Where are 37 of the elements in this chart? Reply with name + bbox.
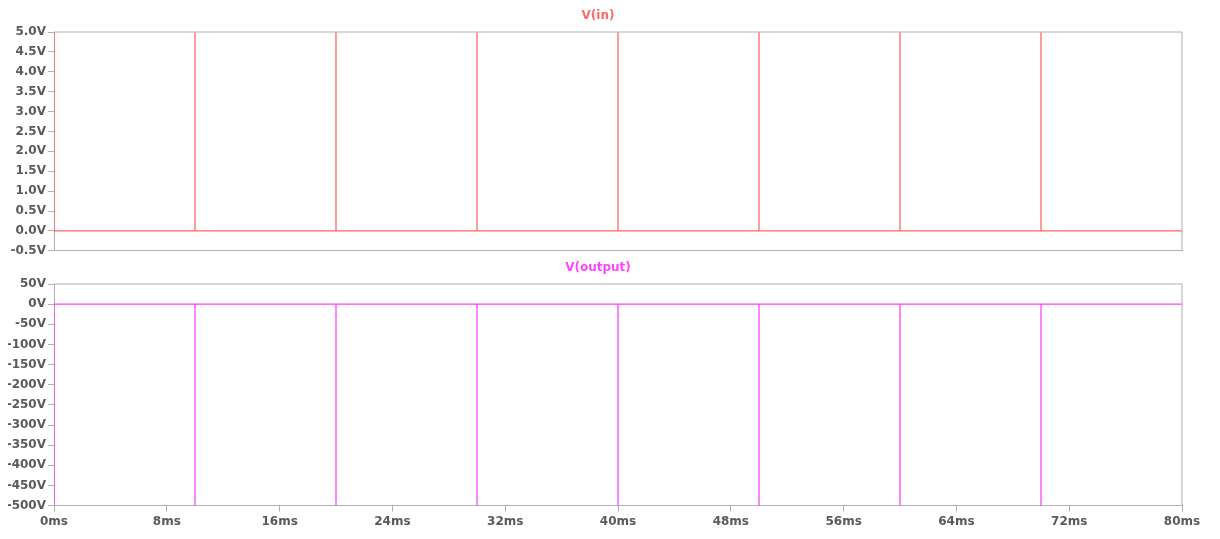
y-tick-label: 1.5V: [15, 163, 47, 178]
x-tick-label: 72ms: [1051, 513, 1088, 528]
x-tick-label: 16ms: [261, 513, 298, 528]
x-tick-label: 0ms: [40, 513, 68, 528]
y-tick-label: 0.5V: [15, 203, 47, 218]
x-tick-label: 8ms: [152, 513, 181, 528]
y-tick-label: 2.5V: [15, 123, 47, 138]
y-tick-label: -400V: [6, 457, 47, 472]
y-tick-label: -300V: [6, 417, 47, 432]
y-tick-label: 1.0V: [15, 183, 47, 198]
y-tick-label: -150V: [6, 356, 47, 371]
y-tick-label: 3.0V: [15, 103, 47, 118]
y-tick-label: -200V: [6, 376, 47, 391]
y-tick-label: -0.5V: [10, 242, 47, 257]
y-tick-label: 5.0V: [15, 24, 47, 39]
x-tick-label: 48ms: [712, 513, 749, 528]
series-label: V(in): [581, 8, 615, 23]
y-tick-label: 0V: [28, 296, 47, 311]
y-tick-label: 3.5V: [15, 83, 47, 98]
x-tick-label: 64ms: [938, 513, 975, 528]
y-tick-label: 2.0V: [15, 143, 47, 158]
x-tick-label: 24ms: [374, 513, 411, 528]
y-tick-label: 0.0V: [15, 223, 47, 238]
y-tick-label: -100V: [6, 336, 47, 351]
y-tick-label: 50V: [20, 276, 47, 291]
y-tick-label: -450V: [6, 477, 47, 492]
y-tick-label: -500V: [6, 497, 47, 512]
y-tick-label: -50V: [15, 316, 47, 331]
y-tick-label: 4.5V: [15, 44, 47, 59]
x-tick-label: 56ms: [825, 513, 862, 528]
text: V(output): [565, 260, 631, 275]
y-tick-label: -250V: [6, 397, 47, 411]
y-tick-label: 4.0V: [15, 63, 47, 78]
x-tick-label: 32ms: [487, 513, 524, 528]
y-tick-label: -350V: [6, 437, 47, 452]
x-tick-label: 40ms: [599, 513, 637, 528]
x-tick-label: 80ms: [1163, 513, 1201, 528]
